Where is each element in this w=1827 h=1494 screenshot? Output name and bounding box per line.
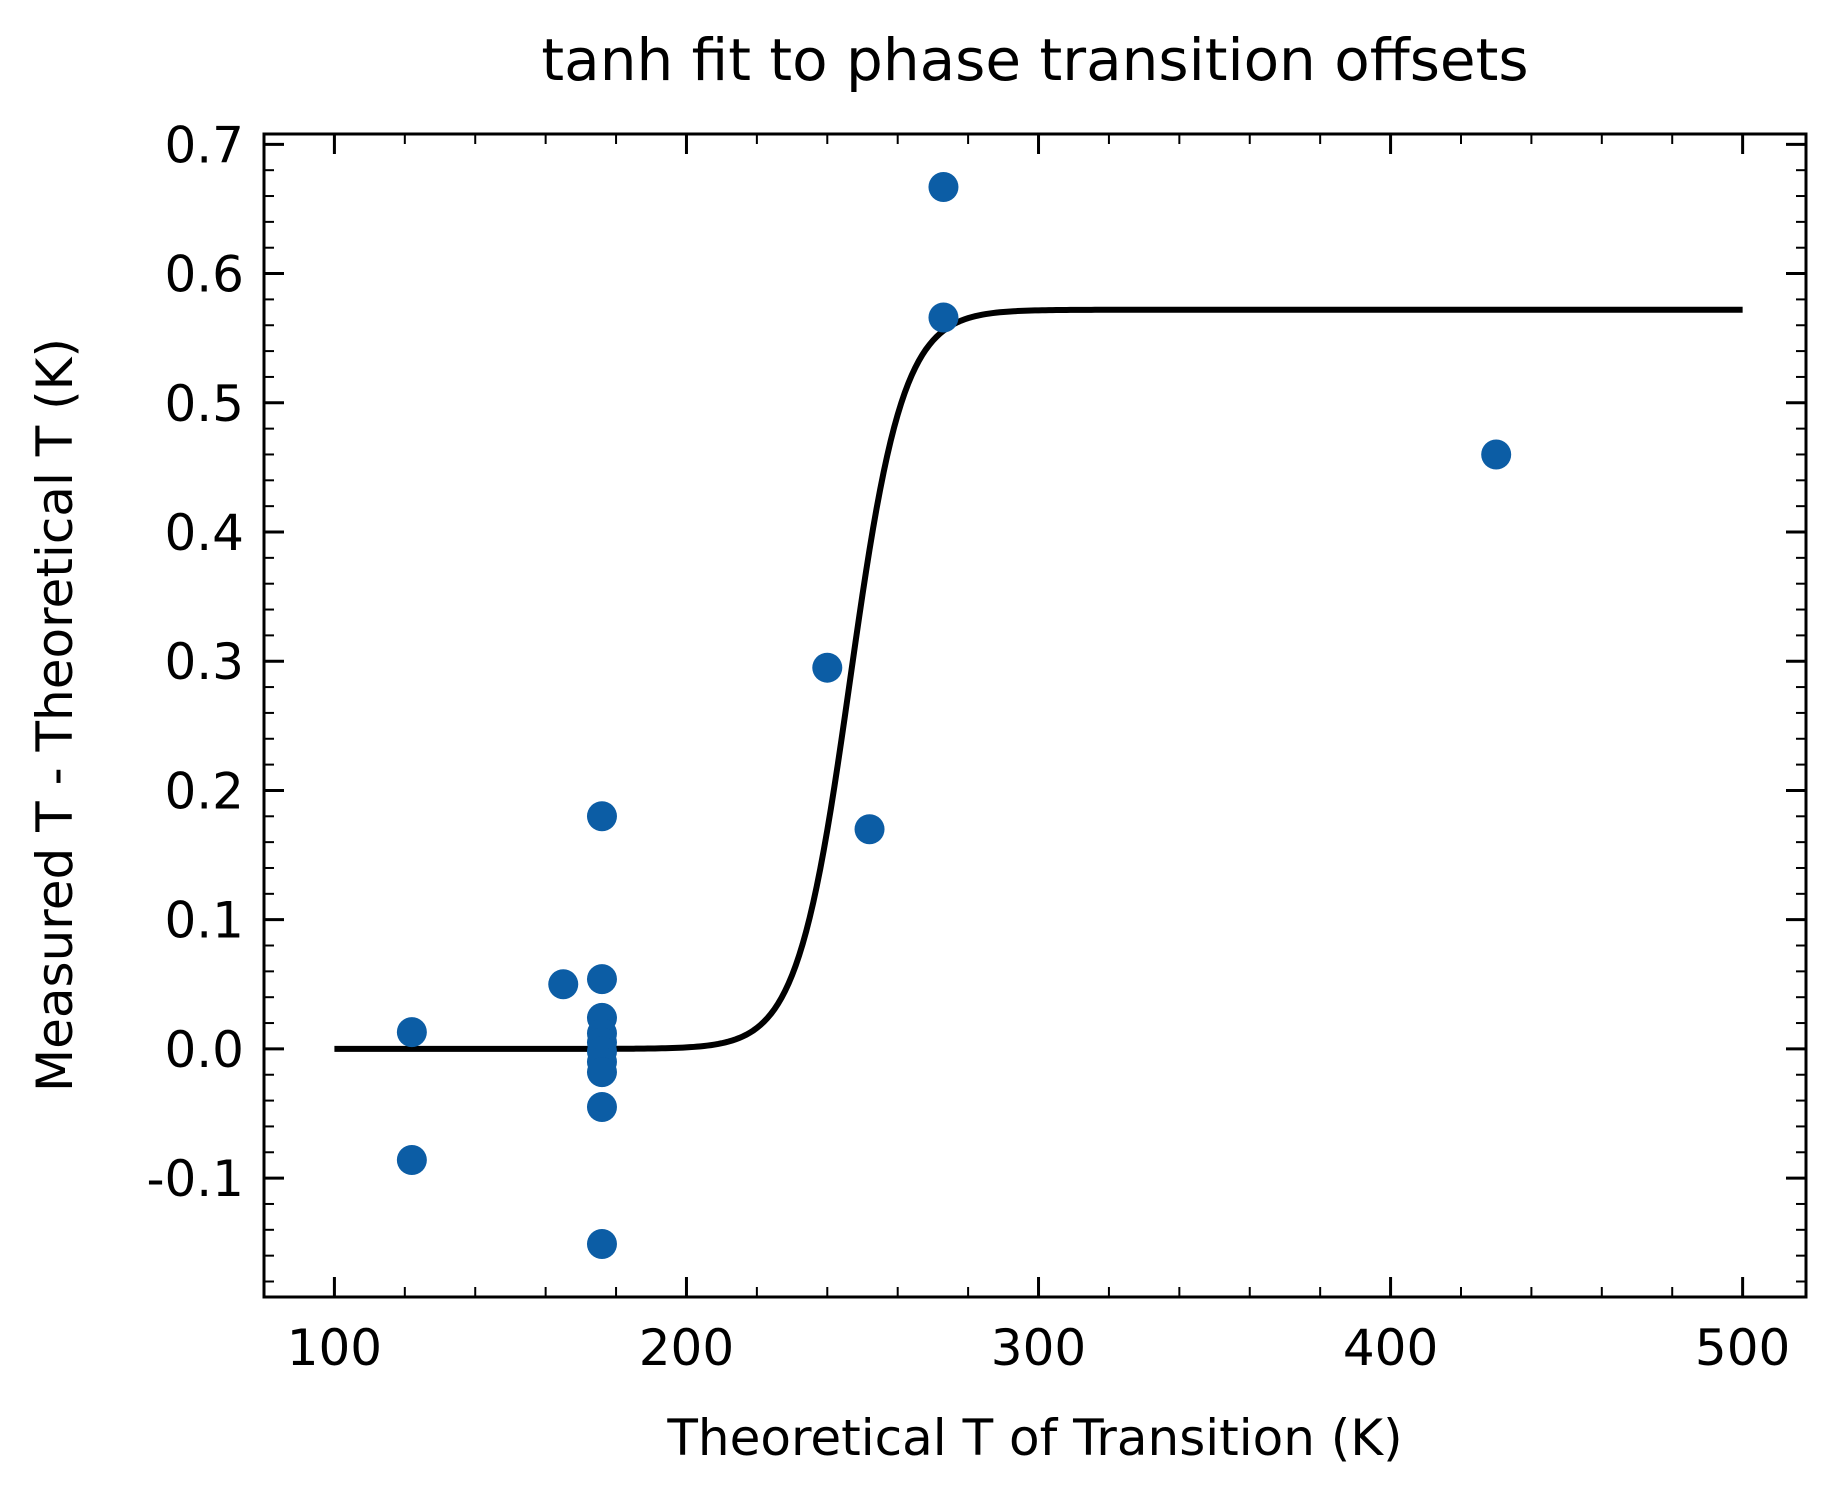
data-point	[396, 1017, 427, 1048]
data-point	[548, 969, 579, 1000]
y-axis-label: Measured T - Theoretical T (K)	[26, 338, 84, 1092]
data-point	[586, 1092, 617, 1123]
chart-title: tanh fit to phase transition offsets	[541, 26, 1528, 94]
data-point	[928, 171, 959, 202]
y-tick-label: 0.6	[164, 246, 244, 304]
plot-frame	[262, 132, 1808, 1299]
x-tick-label: 400	[1343, 1319, 1438, 1377]
ticks-layer	[263, 134, 1806, 1297]
data-point	[1481, 439, 1512, 470]
data-point	[396, 1145, 427, 1176]
data-point	[586, 964, 617, 995]
y-tick-label: 0.7	[164, 116, 244, 174]
x-tick-label: 300	[991, 1319, 1086, 1377]
x-tick-labels: 100 200 300 400 500	[287, 1319, 1791, 1377]
y-tick-labels: -0.1 0.0 0.1 0.2 0.3 0.4 0.5 0.6 0.7	[146, 116, 244, 1208]
x-tick-label: 100	[287, 1319, 382, 1377]
y-tick-label: 0.1	[164, 892, 244, 950]
x-tick-label: 200	[639, 1319, 734, 1377]
y-tick-label: -0.1	[146, 1150, 244, 1208]
y-tick-label: 0.0	[164, 1021, 244, 1079]
y-tick-label: 0.5	[164, 375, 244, 433]
points-layer	[396, 171, 1512, 1260]
data-point	[812, 652, 843, 683]
x-axis-label: Theoretical T of Transition (K)	[666, 1409, 1402, 1467]
y-tick-label: 0.3	[164, 633, 244, 691]
data-point	[586, 801, 617, 832]
data-point	[854, 814, 885, 845]
data-point	[586, 1229, 617, 1260]
y-tick-label: 0.4	[164, 504, 244, 562]
fit-layer	[334, 306, 1743, 1052]
tanh-fit-line	[334, 306, 1743, 1052]
data-point	[928, 302, 959, 333]
x-tick-label: 500	[1695, 1319, 1790, 1377]
y-tick-label: 0.2	[164, 762, 244, 820]
data-point	[586, 1057, 617, 1088]
